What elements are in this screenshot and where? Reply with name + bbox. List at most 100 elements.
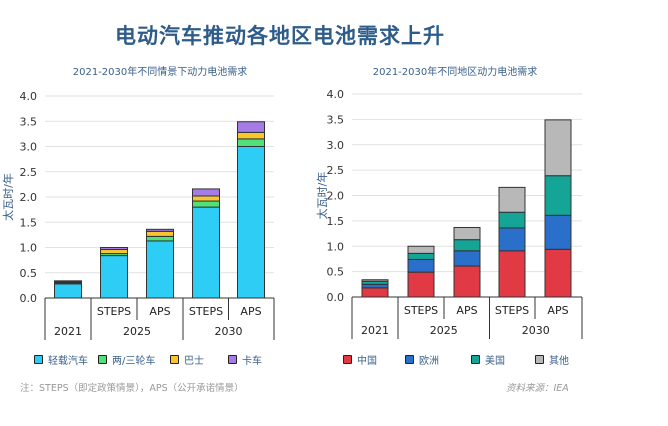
- legend-item: 中国: [343, 352, 377, 367]
- bar-segment: [453, 265, 481, 298]
- bar-segment: [361, 287, 389, 298]
- legend-item: 轻载汽车: [34, 352, 88, 367]
- bar-segment: [544, 175, 572, 216]
- legend-item: 卡车: [228, 352, 262, 367]
- x-group-label: 2021: [361, 324, 389, 337]
- bar-segment: [498, 211, 526, 229]
- bar-segment: [453, 226, 481, 241]
- chart-title: 2021-2030年不同情景下动力电池需求: [73, 65, 248, 78]
- x-sub-label: APS: [456, 304, 477, 317]
- y-tick-label: 4.0: [327, 88, 345, 101]
- x-sub-label: STEPS: [97, 305, 131, 318]
- legend-item: 巴士: [170, 352, 204, 367]
- bar-segment: [192, 188, 220, 197]
- main-title: 电动汽车推动各地区电池需求上升: [115, 24, 445, 48]
- bar-segment: [498, 250, 526, 298]
- legend-swatch: [34, 355, 43, 364]
- x-sub-label: STEPS: [495, 304, 529, 317]
- y-tick-label: 1.5: [20, 216, 38, 229]
- bar-segment: [54, 280, 82, 283]
- bar-segment: [237, 131, 265, 140]
- y-tick-label: 0.0: [327, 291, 345, 304]
- x-sub-label: STEPS: [404, 304, 438, 317]
- bar-segment: [237, 146, 265, 299]
- bar-segment: [100, 249, 128, 255]
- legend-item: 欧洲: [405, 352, 439, 367]
- y-axis-label: 太瓦时/年: [1, 173, 15, 221]
- x-group-label: 2030: [522, 324, 550, 337]
- legend-label: 轻载汽车: [48, 356, 88, 367]
- x-group-label: 2021: [54, 325, 82, 338]
- y-axis-label: 太瓦时/年: [315, 172, 329, 220]
- bar-segment: [146, 240, 174, 299]
- bar-segment: [237, 138, 265, 148]
- legend-item: 美国: [471, 352, 505, 367]
- legend-swatch: [471, 355, 480, 364]
- x-sub-label: STEPS: [189, 305, 223, 318]
- bar-segment: [407, 252, 435, 260]
- y-tick-label: 1.0: [20, 242, 38, 255]
- footnote: 注：STEPS（即定政策情景），APS（公开承诺情景）: [20, 383, 244, 394]
- x-group-label: 2025: [123, 325, 151, 338]
- bar-segment: [498, 227, 526, 252]
- bar-segment: [453, 250, 481, 267]
- bar-segment: [237, 121, 265, 133]
- bar-segment: [453, 239, 481, 252]
- y-tick-label: 2.0: [20, 191, 38, 204]
- bar-segment: [544, 119, 572, 177]
- bar-segment: [544, 248, 572, 298]
- x-sub-label: APS: [240, 305, 261, 318]
- bar-segment: [192, 206, 220, 299]
- bar-segment: [407, 245, 435, 254]
- bar-segment: [498, 186, 526, 213]
- legend-label: 中国: [357, 356, 377, 367]
- y-tick-label: 3.0: [327, 139, 345, 152]
- legend-swatch: [343, 355, 352, 364]
- chart-title: 2021-2030年不同地区动力电池需求: [373, 65, 538, 78]
- legend-label: 美国: [485, 356, 505, 367]
- legend-item: 两/三轮车: [98, 352, 155, 367]
- y-tick-label: 1.0: [327, 240, 345, 253]
- bar-segment: [146, 228, 174, 232]
- bar-segment: [407, 258, 435, 273]
- legend-label: 卡车: [242, 356, 262, 367]
- legend-item: 其他: [535, 352, 569, 367]
- bar-segment: [100, 247, 128, 251]
- x-group-label: 2025: [430, 324, 458, 337]
- bar-segment: [544, 214, 572, 250]
- legend-swatch: [98, 355, 107, 364]
- y-tick-label: 0.0: [20, 292, 38, 305]
- legend-swatch: [228, 355, 237, 364]
- y-tick-label: 1.5: [327, 215, 345, 228]
- bar-segment: [192, 195, 220, 202]
- bar-segment: [146, 235, 174, 242]
- legend-label: 欧洲: [419, 356, 439, 367]
- y-tick-label: 0.5: [327, 266, 345, 279]
- legend-label: 两/三轮车: [112, 356, 156, 367]
- y-tick-label: 3.5: [20, 115, 38, 128]
- legend-swatch: [535, 355, 544, 364]
- bar-segment: [54, 283, 82, 299]
- y-tick-label: 0.5: [20, 267, 38, 280]
- legend-label: 其他: [549, 356, 569, 367]
- x-group-label: 2030: [215, 325, 243, 338]
- legend-swatch: [405, 355, 414, 364]
- x-sub-label: APS: [547, 304, 568, 317]
- bar-segment: [100, 255, 128, 299]
- y-tick-label: 2.5: [327, 164, 345, 177]
- bar-segment: [361, 283, 389, 289]
- legend-label: 巴士: [184, 356, 204, 367]
- x-sub-label: APS: [149, 305, 170, 318]
- bar-segment: [192, 200, 220, 208]
- y-tick-label: 2.5: [20, 166, 38, 179]
- source-note: 资料来源：IEA: [506, 383, 569, 394]
- y-tick-label: 4.0: [20, 90, 38, 103]
- bar-segment: [146, 230, 174, 237]
- y-tick-label: 3.0: [20, 141, 38, 154]
- y-tick-label: 3.5: [327, 113, 345, 126]
- y-tick-label: 2.0: [327, 190, 345, 203]
- bar-segment: [361, 279, 389, 282]
- bar-segment: [407, 271, 435, 298]
- legend-swatch: [170, 355, 179, 364]
